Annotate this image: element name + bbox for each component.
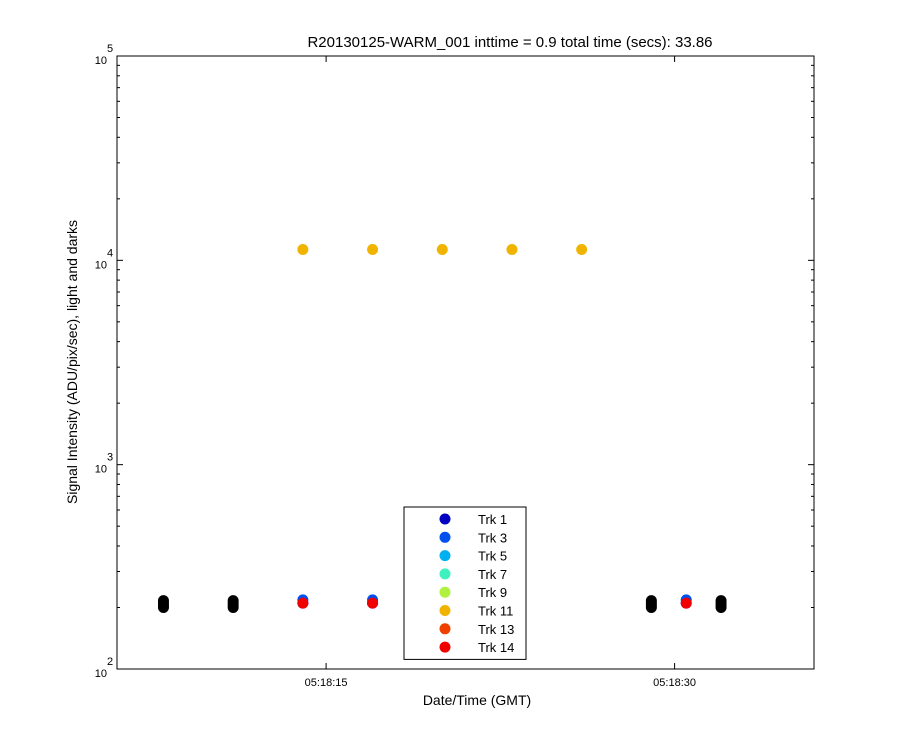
legend-marker [439,623,451,635]
y-tick-exp: 2 [107,656,113,668]
legend-label: Trk 14 [478,640,514,655]
legend-label: Trk 5 [478,549,507,564]
dark-point [227,595,239,607]
y-axis-label: Signal Intensity (ADU/pix/sec), light an… [64,220,80,504]
legend-marker [439,586,451,598]
x-tick-label: 05:18:15 [305,677,348,689]
x-axis-label: Date/Time (GMT) [423,692,531,708]
y-tick-base: 10 [95,55,107,67]
data-point [367,243,379,255]
x-tick-label: 05:18:30 [653,677,696,689]
data-point [506,243,518,255]
dark-point [645,595,657,607]
legend-marker [439,513,451,525]
chart-title: R20130125-WARM_001 inttime = 0.9 total t… [307,34,712,51]
data-point [367,597,379,609]
legend-label: Trk 7 [478,567,507,582]
data-point [680,597,692,609]
data-points [157,243,727,613]
y-tick-exp: 3 [107,452,113,464]
legend: Trk 1 Trk 3 Trk 5 Trk 7 Trk 9 Trk 11 Trk 13 Trk… [403,506,527,660]
legend-label: Trk 11 [478,604,513,619]
data-point [436,243,448,255]
data-point [576,243,588,255]
y-tick-exp: 4 [107,247,113,259]
dark-point [157,595,169,607]
data-point [297,243,309,255]
legend-label: Trk 9 [478,585,507,600]
y-tick-base: 10 [95,259,107,271]
data-point [297,597,309,609]
y-tick-exp: 5 [107,43,113,55]
dark-point [715,595,727,607]
y-tick-base: 10 [95,464,107,476]
legend-box [403,506,527,660]
legend-marker [439,531,451,543]
legend-marker [439,605,451,616]
legend-label: Trk 13 [478,622,514,637]
legend-label: Trk 3 [478,530,507,545]
legend-label: Trk 1 [478,512,507,527]
legend-marker [439,641,451,653]
y-tick-base: 10 [95,668,107,680]
legend-marker [439,568,451,580]
legend-marker [439,550,451,562]
